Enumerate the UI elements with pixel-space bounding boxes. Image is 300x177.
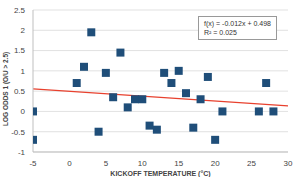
svg-text:0: 0 — [67, 159, 72, 168]
svg-text:20: 20 — [211, 159, 220, 168]
html-text:R² = 0.025: R² = 0.025 — [204, 29, 237, 36]
svg-text:2: 2 — [21, 26, 26, 35]
svg-text:1: 1 — [21, 67, 26, 76]
svg-text:5: 5 — [104, 159, 109, 168]
svg-text:-1: -1 — [18, 148, 26, 157]
svg-text:15: 15 — [174, 159, 183, 168]
svg-text:30: 30 — [284, 159, 292, 168]
svg-text:-5: -5 — [29, 159, 37, 168]
svg-text:0.5: 0.5 — [14, 87, 26, 96]
svg-text:25: 25 — [247, 159, 256, 168]
svg-text:LOG ODDS 1 (O/U > 2.5): LOG ODDS 1 (O/U > 2.5) — [8, 52, 10, 126]
svg-text:KICKOFF TEMPERATURE (°C): KICKOFF TEMPERATURE (°C) — [110, 170, 210, 177]
html-text:f(x) = -0.012x + 0.498: f(x) = -0.012x + 0.498 — [204, 20, 271, 27]
svg-text:-0.5: -0.5 — [11, 128, 25, 137]
svg-text:0: 0 — [21, 107, 26, 116]
svg-text:2.5: 2.5 — [14, 6, 26, 15]
svg-text:10: 10 — [138, 159, 147, 168]
svg-text:1.5: 1.5 — [14, 46, 26, 55]
